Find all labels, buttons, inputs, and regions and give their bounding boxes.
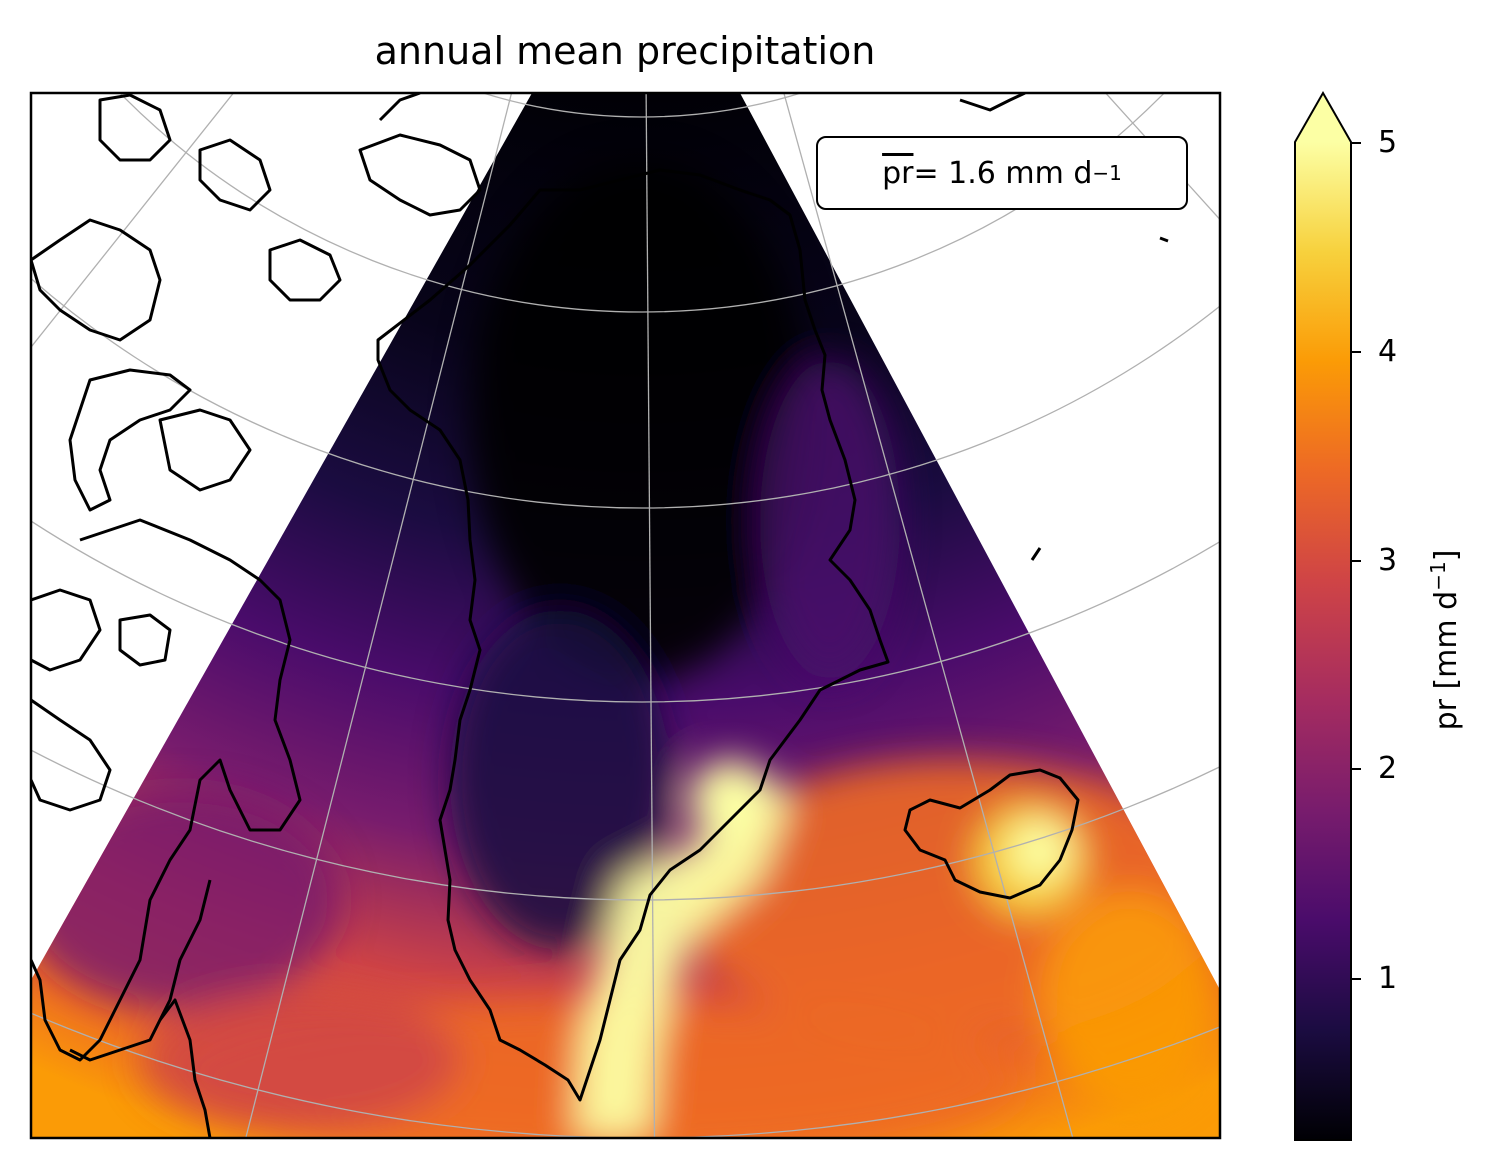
mean-unit-exp: −1: [1092, 161, 1122, 185]
baffin-coastline: [31, 518, 302, 1062]
colorbar-label-main: pr [mm d: [1429, 590, 1464, 731]
mean-annotation: pr = 1.6 mm d −1: [816, 136, 1188, 210]
colorbar-tick-2: 2: [1378, 751, 1398, 786]
arctic-islands: [31, 218, 162, 342]
mean-value: = 1.6 mm d: [913, 155, 1093, 191]
colorbar-label-exp: −1: [1426, 561, 1450, 591]
colorbar-tick-5: 5: [1378, 125, 1398, 160]
colorbar-tick-4: 4: [1378, 334, 1398, 369]
colorbar-label: pr [mm d−1]: [1426, 550, 1464, 731]
greenland-coastline: [376, 168, 890, 1102]
mean-var: pr: [882, 155, 914, 191]
colorbar-label-end: ]: [1429, 549, 1464, 562]
coastlines: [31, 93, 1169, 1138]
iceland-coastline: [903, 768, 1080, 900]
map-frame: [29, 91, 1222, 1140]
colorbar-tick-1: 1: [1378, 961, 1398, 996]
map-title: annual mean precipitation: [374, 29, 876, 73]
colorbar: [1294, 90, 1361, 1141]
colorbar-tick-3: 3: [1378, 543, 1398, 578]
